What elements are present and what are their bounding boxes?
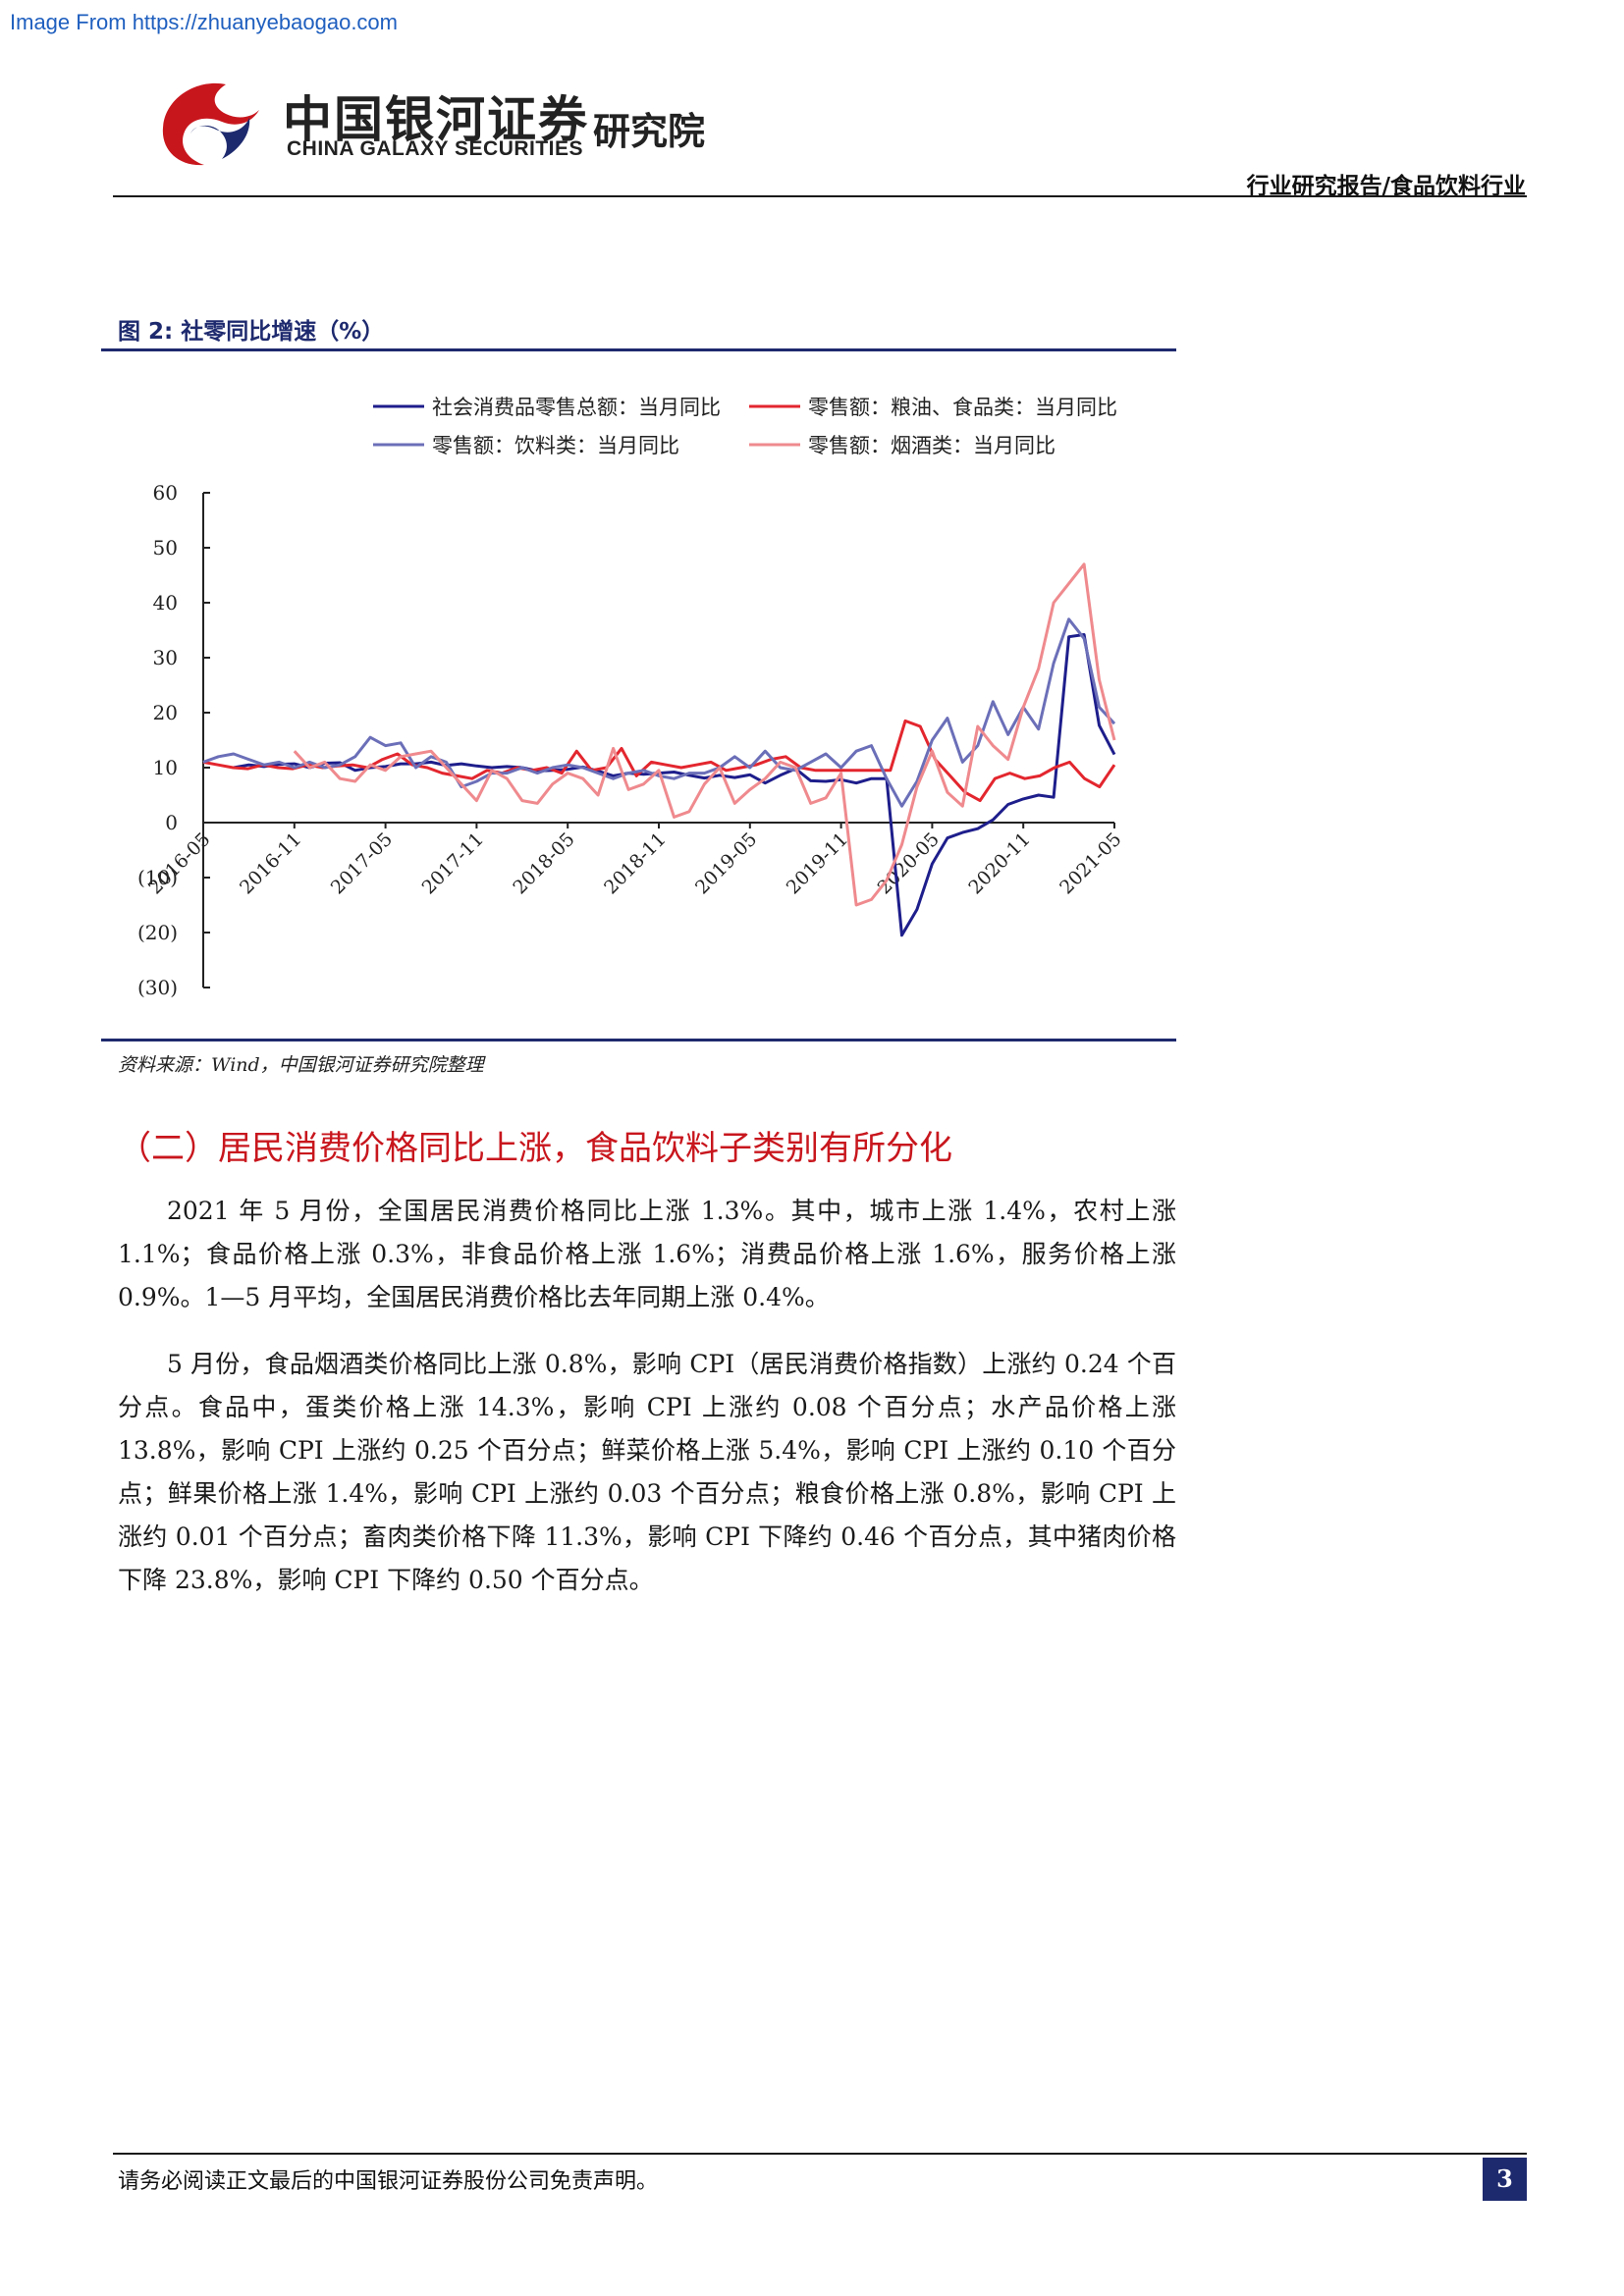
paragraph-cpi-overview: 2021 年 5 月份，全国居民消费价格同比上涨 1.3%。其中，城市上涨 1.… <box>118 1197 1176 1311</box>
x-tick-label: 2021-05 <box>1056 828 1125 898</box>
y-tick-label: 30 <box>153 646 178 669</box>
series-line-4 <box>293 562 1116 907</box>
y-tick-label: 0 <box>165 811 178 834</box>
x-tick-label: 2016-11 <box>236 828 305 898</box>
header-divider <box>113 195 1527 197</box>
series-line-2 <box>202 719 1116 803</box>
source-watermark[interactable]: Image From https://zhuanyebaogao.com <box>10 10 398 34</box>
report-type: 行业研究报告/食品饮料行业 <box>1246 174 1526 199</box>
x-tick-label: 2020-11 <box>964 828 1034 898</box>
y-tick-label: (30) <box>137 976 178 999</box>
footer-divider <box>113 2153 1527 2155</box>
series-line-1 <box>233 633 1116 937</box>
legend-label-2: 零售额：粮油、食品类：当月同比 <box>808 396 1117 419</box>
section-heading: （二）居民消费价格同比上涨，食品饮料子类别有所分化 <box>118 1129 952 1168</box>
retail-sales-line-chart: 社会消费品零售总额：当月同比 零售额：粮油、食品类：当月同比零售额：饮料类：当月同… <box>137 396 1126 999</box>
brand-name-cn: 中国银河证券 <box>283 91 589 148</box>
x-axis: 2016-05 2016-11 2017-05 2017-11 2018-05 2018-… <box>144 822 1126 898</box>
x-tick-label: 2017-11 <box>418 828 488 898</box>
y-tick-label: (20) <box>137 921 178 944</box>
y-tick-label: 60 <box>153 481 178 505</box>
paragraph-food-prices: 5 月份，食品烟酒类价格同比上涨 0.8%，影响 CPI（居民消费价格指数）上涨… <box>118 1350 1176 1594</box>
y-axis: 60 50 40 30 20 10 0 (10) (20) (30) <box>137 481 210 999</box>
series-line-3 <box>202 617 1116 808</box>
chart-legend: 社会消费品零售总额：当月同比 零售额：粮油、食品类：当月同比零售额：饮料类：当月同… <box>373 396 1117 457</box>
figure-source: 资料来源：Wind，中国银河证券研究院整理 <box>118 1054 484 1076</box>
brand-name-en: CHINA GALAXY SECURITIES <box>287 137 584 160</box>
page-number: 3 <box>1483 2158 1527 2201</box>
y-tick-label: 20 <box>153 701 178 724</box>
galaxy-logo-icon <box>162 82 259 166</box>
y-tick-label: 10 <box>153 756 178 779</box>
x-tick-label: 2019-11 <box>783 828 852 898</box>
x-tick-label: 2019-05 <box>691 828 761 898</box>
legend-label-3: 零售额：饮料类：当月同比 <box>432 434 679 457</box>
x-tick-label: 2017-05 <box>327 828 397 898</box>
x-tick-label: 2018-05 <box>509 828 578 898</box>
chart-series <box>202 562 1116 937</box>
x-tick-label: 2018-11 <box>600 828 670 898</box>
footer-disclaimer: 请务必阅读正文最后的中国银河证券股份公司免责声明。 <box>118 2169 659 2194</box>
institute-label: 研究院 <box>593 110 706 153</box>
legend-label-1: 社会消费品零售总额：当月同比 <box>432 396 721 419</box>
figure-bottom-rule <box>101 1039 1176 1041</box>
y-tick-label: (10) <box>137 866 178 889</box>
y-tick-label: 40 <box>153 591 178 614</box>
y-tick-label: 50 <box>153 536 178 560</box>
figure-top-rule <box>101 348 1176 351</box>
figure-title: 图 2: 社零同比增速（%） <box>118 319 385 345</box>
legend-label-4: 零售额：烟酒类：当月同比 <box>808 434 1056 457</box>
